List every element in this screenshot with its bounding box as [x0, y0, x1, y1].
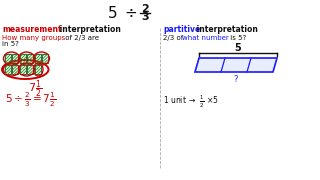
Text: of 2/3 are: of 2/3 are — [63, 35, 99, 41]
Text: How many groups: How many groups — [2, 35, 65, 41]
Bar — [27, 54, 33, 63]
Text: 2/3 of: 2/3 of — [163, 35, 186, 41]
Text: 2: 2 — [141, 4, 149, 14]
Text: partitive: partitive — [163, 26, 200, 35]
Text: 1 unit $\rightarrow$ $\frac{1}{2}$ ×5: 1 unit $\rightarrow$ $\frac{1}{2}$ ×5 — [163, 94, 219, 110]
Bar — [20, 65, 26, 74]
Bar — [5, 54, 11, 63]
Bar — [12, 54, 18, 63]
Text: 3: 3 — [141, 12, 149, 22]
Text: $7\frac{1}{2}$: $7\frac{1}{2}$ — [28, 78, 42, 100]
Text: 5: 5 — [235, 43, 241, 53]
Text: is 5?: is 5? — [228, 35, 246, 41]
Bar — [5, 65, 11, 74]
Bar — [12, 65, 18, 74]
Bar — [20, 54, 26, 63]
Bar — [42, 54, 47, 63]
Text: $5 \div \frac{2}{3} = 7\frac{1}{2}$: $5 \div \frac{2}{3} = 7\frac{1}{2}$ — [5, 91, 56, 109]
Bar — [35, 54, 41, 63]
Text: interpretation: interpretation — [57, 26, 121, 35]
Text: what number: what number — [182, 35, 229, 41]
Text: in 5?: in 5? — [2, 41, 19, 47]
Text: interpretation: interpretation — [194, 26, 258, 35]
Text: $5\ \div$: $5\ \div$ — [107, 5, 138, 21]
Text: measurement: measurement — [2, 26, 62, 35]
Bar — [35, 65, 41, 74]
Polygon shape — [195, 58, 277, 72]
Text: ?: ? — [234, 75, 238, 84]
Bar — [27, 65, 33, 74]
